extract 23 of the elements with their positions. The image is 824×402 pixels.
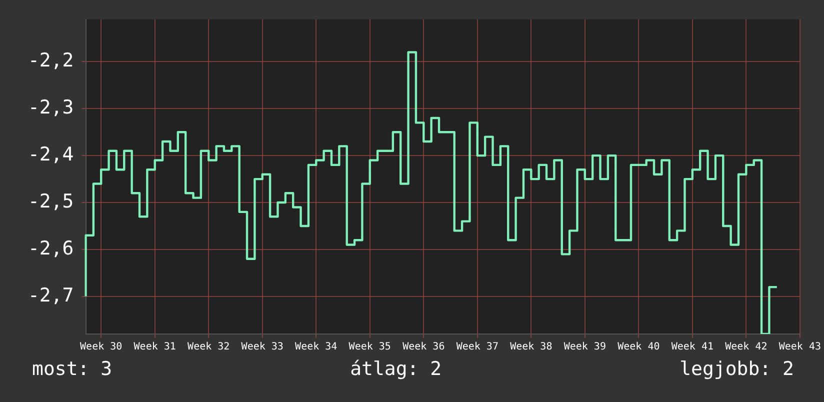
x-tick-label: Week 39 xyxy=(564,342,606,353)
x-tick-label: Week 42 xyxy=(725,342,768,353)
x-tick-label: Week 30 xyxy=(80,342,122,353)
y-tick-label: -2,2 xyxy=(28,50,74,72)
text: átlag: 2 xyxy=(350,358,442,380)
x-tick-label: Week 32 xyxy=(188,342,230,353)
y-tick-label: -2,7 xyxy=(28,284,74,306)
x-tick-label: Week 36 xyxy=(402,342,445,353)
x-tick-label: Week 37 xyxy=(456,342,498,353)
x-tick-label: Week 35 xyxy=(348,342,391,353)
text: legjobb: 2 xyxy=(680,358,794,380)
x-tick-label: Week 40 xyxy=(618,342,660,353)
x-tick-label: Week 34 xyxy=(295,342,338,353)
y-tick-label: -2,5 xyxy=(28,190,74,212)
x-tick-label: Week 41 xyxy=(671,342,714,353)
y-tick-label: -2,6 xyxy=(28,237,74,260)
x-tick-label: Week 31 xyxy=(134,342,176,353)
x-tick-label: Week 33 xyxy=(241,342,284,353)
x-tick-label: Week 43 xyxy=(778,342,822,353)
y-tick-label: -2,4 xyxy=(28,144,74,166)
y-tick-label: -2,3 xyxy=(28,96,74,119)
text: most: 3 xyxy=(32,358,112,380)
x-tick-label: Week 38 xyxy=(510,342,552,353)
